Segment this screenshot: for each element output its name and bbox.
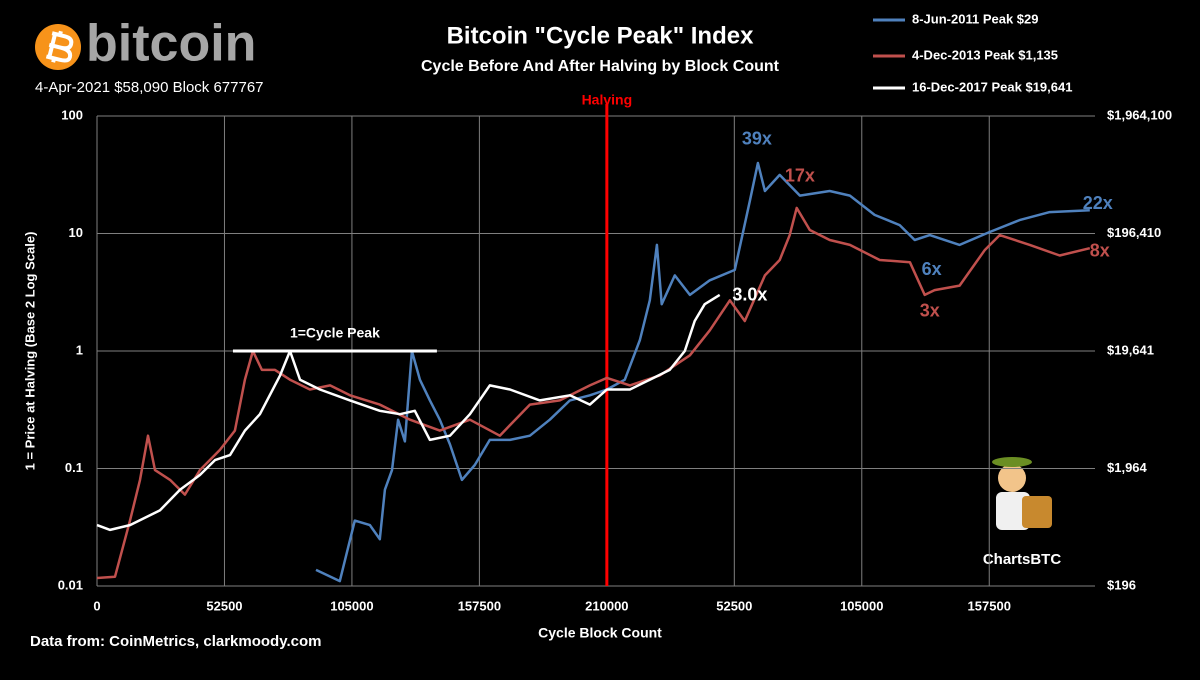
header-note: 4-Apr-2021 $58,090 Block 677767 [35,79,264,96]
chart-subtitle: Cycle Before And After Halving by Block … [421,58,780,75]
x-tick-label: 105000 [840,598,883,613]
mascot-coin [1022,496,1052,528]
y-tick-label: 100 [61,107,83,122]
mascot-head [998,464,1026,492]
brand: bitcoin [86,15,256,73]
annotation: 22x [1083,193,1113,213]
halving-label: Halving [582,92,633,108]
bitcoin-logo [35,24,81,70]
y2-tick-label: $196 [1107,577,1136,592]
annotation: 3x [920,301,940,321]
chart-title: Bitcoin "Cycle Peak" Index [447,22,755,49]
y2-tick-label: $1,964 [1107,460,1148,475]
peak-label: 1=Cycle Peak [290,325,380,341]
y2-tick-label: $1,964,100 [1107,107,1172,122]
legend-label: 4-Dec-2013 Peak $1,135 [912,47,1058,62]
mascot [992,457,1052,530]
source: Data from: CoinMetrics, clarkmoody.com [30,633,321,650]
y-tick-label: 0.01 [58,577,83,592]
y2-tick-label: $196,410 [1107,225,1161,240]
y-tick-label: 10 [69,225,83,240]
y-tick-label: 1 [76,342,83,357]
mascot-body [996,492,1030,530]
annotation: 6x [922,259,942,279]
x-tick-label: 105000 [330,598,373,613]
series-line [96,293,721,532]
x-tick-label: 210000 [585,598,628,613]
x-tick-label: 52500 [206,598,242,613]
series-line [315,161,1090,583]
annotation: 39x [742,129,772,149]
x-tick-label: 0 [93,598,100,613]
y-axis-label: 1 = Price at Halving (Base 2 Log Scale) [22,232,37,471]
y-tick-label: 0.1 [65,460,83,475]
legend-label: 16-Dec-2017 Peak $19,641 [912,79,1072,94]
series-line [96,206,1091,580]
x-tick-label: 157500 [458,598,501,613]
y2-tick-label: $19,641 [1107,342,1154,357]
annotation: 17x [785,166,815,186]
watermark: ChartsBTC [983,551,1062,568]
mascot-hat [992,457,1032,467]
x-tick-label: 157500 [968,598,1011,613]
annotation: 3.0x [732,285,767,305]
x-tick-label: 52500 [716,598,752,613]
logo-glyph [45,30,74,63]
x-axis-label: Cycle Block Count [538,625,662,641]
legend-label: 8-Jun-2011 Peak $29 [912,11,1038,26]
annotation: 8x [1090,241,1110,261]
